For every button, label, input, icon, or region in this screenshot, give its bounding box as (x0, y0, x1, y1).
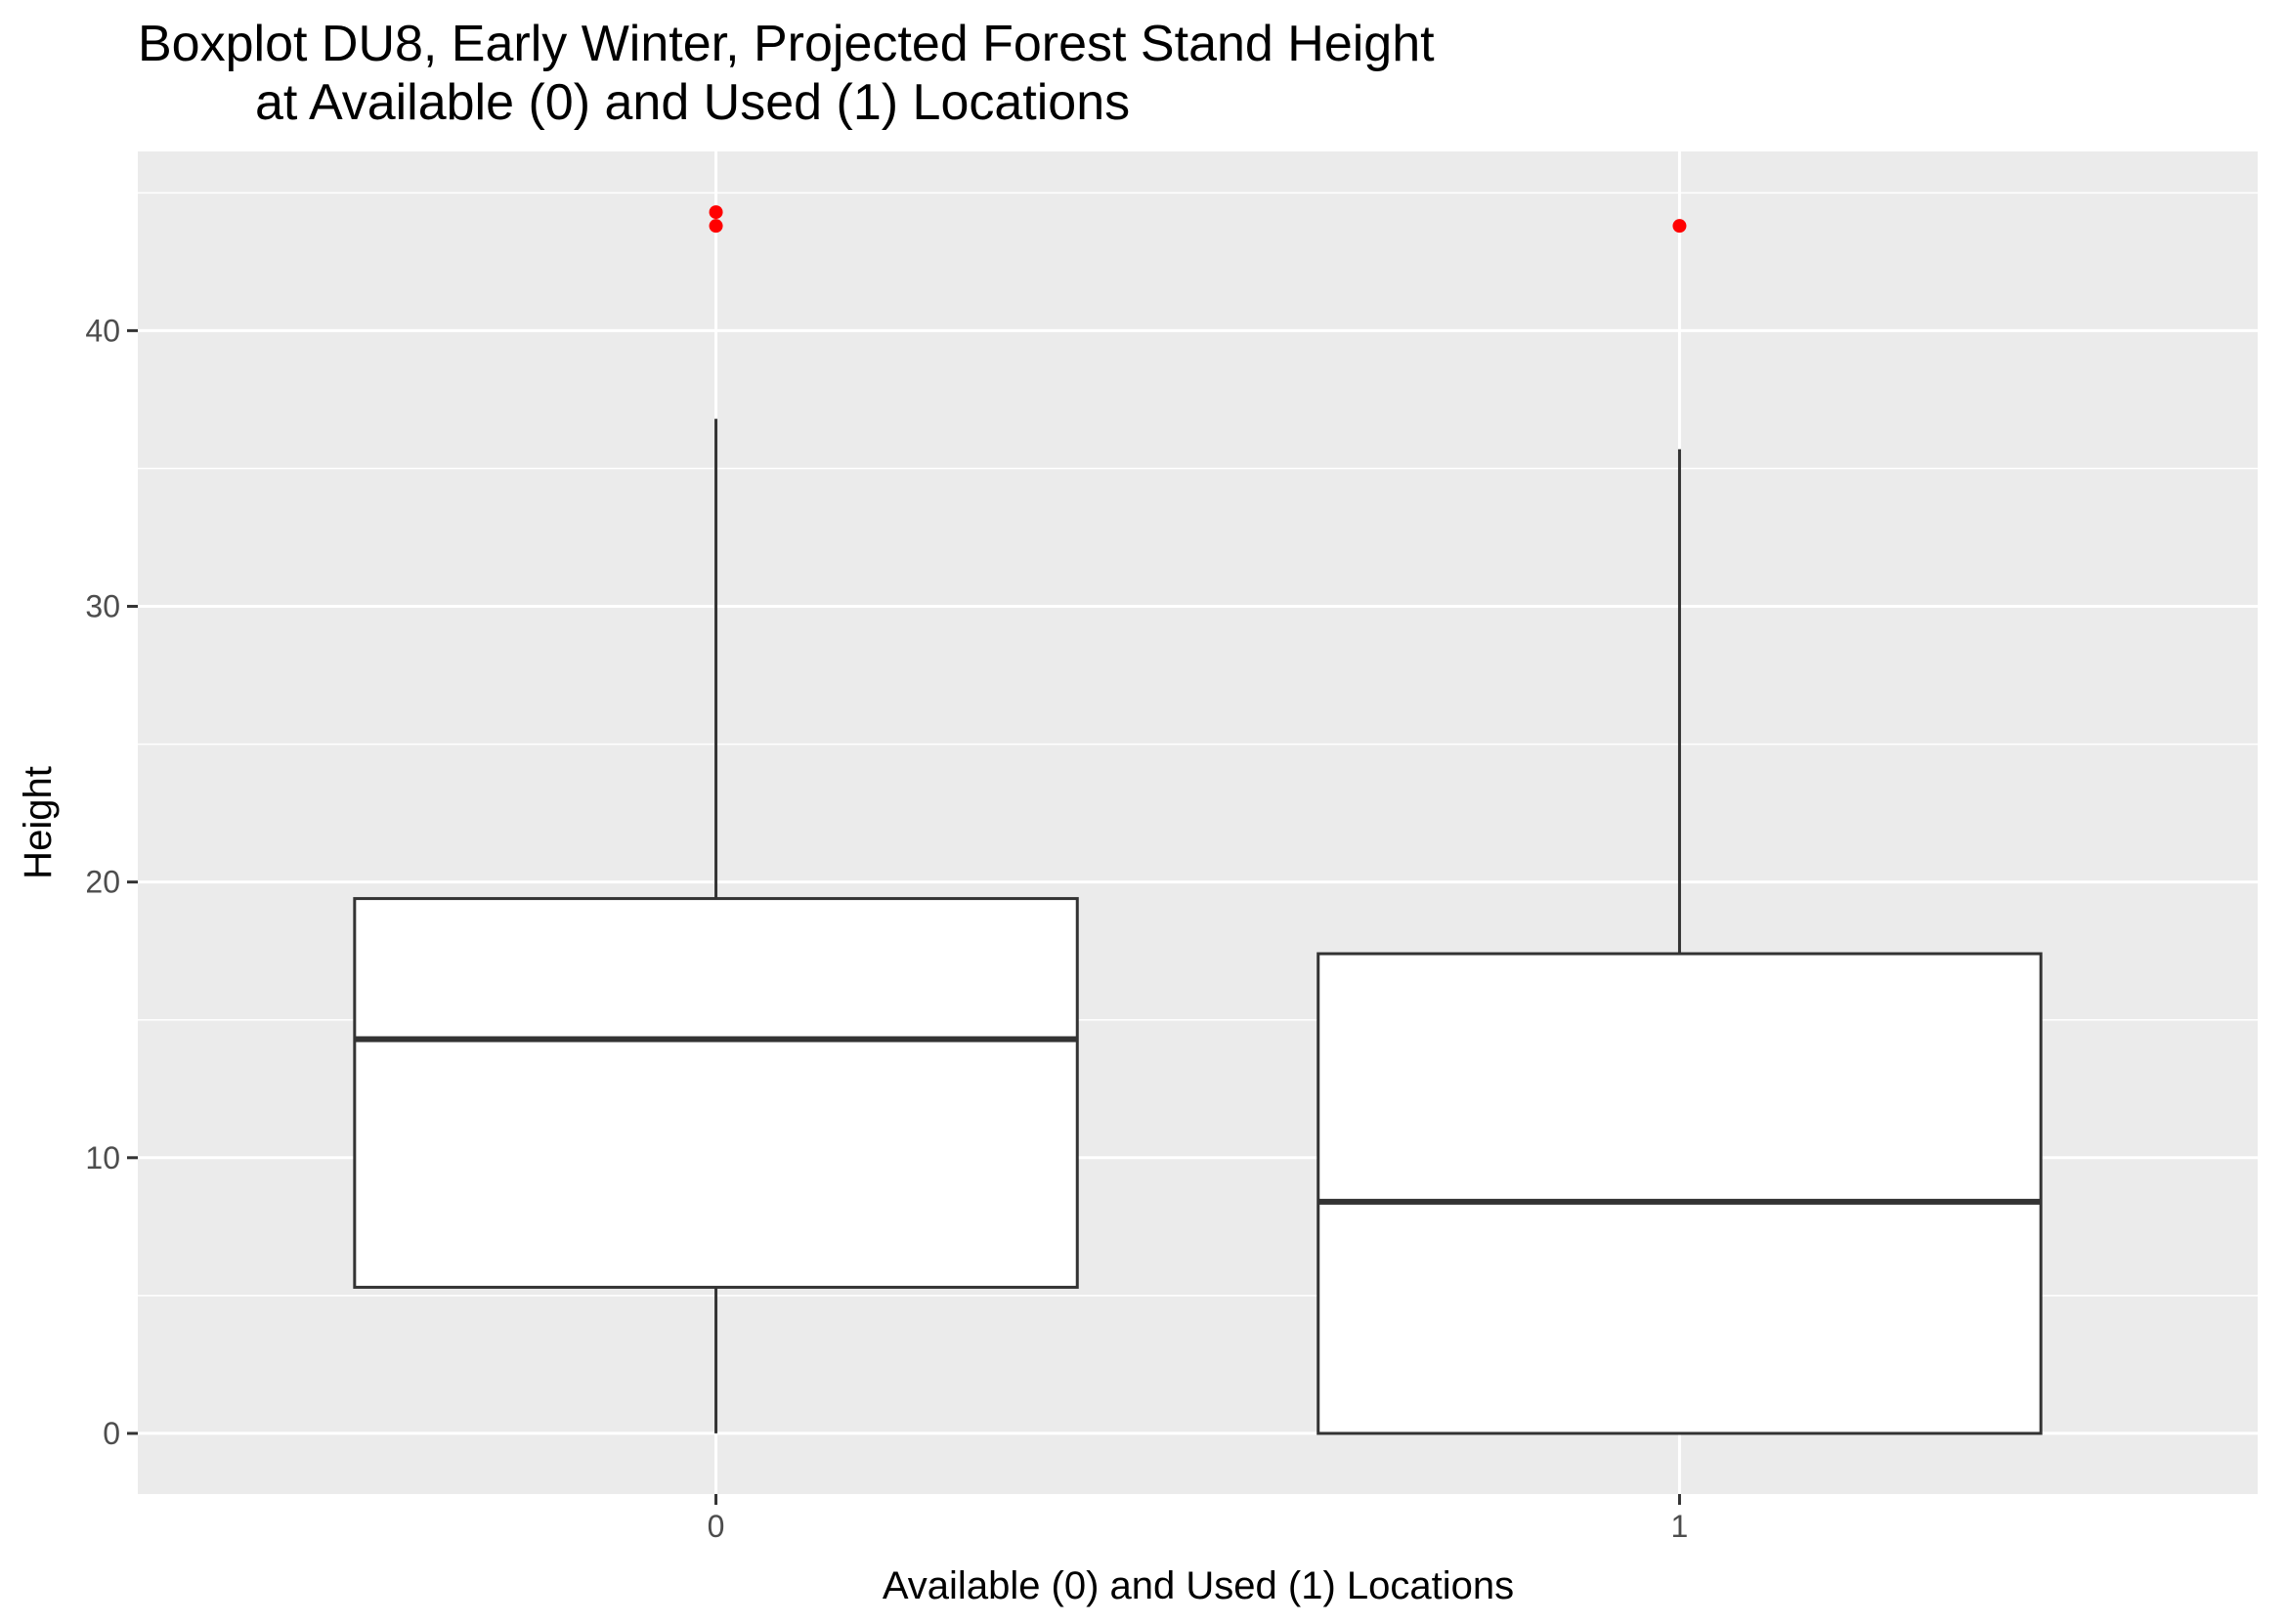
outlier-point (1672, 219, 1687, 234)
axes: 0 10 20 30 40 0 1 (85, 313, 1688, 1544)
chart-title: Boxplot DU8, Early Winter, Projected For… (138, 16, 1435, 72)
outlier-point (709, 205, 723, 220)
y-tick-label: 0 (103, 1416, 120, 1451)
x-tick-label: 1 (1671, 1509, 1689, 1544)
x-axis-title: Available (0) and Used (1) Locations (883, 1564, 1514, 1607)
outlier-point (709, 219, 723, 234)
y-axis-title: Height (17, 766, 60, 879)
iqr-box (353, 897, 1079, 1289)
chart-subtitle: at Available (0) and Used (1) Locations (255, 74, 1130, 131)
iqr-box (1316, 952, 2043, 1435)
y-tick-label: 20 (85, 865, 120, 900)
x-tick-label: 0 (708, 1509, 725, 1544)
boxes (353, 205, 2043, 1435)
y-tick-label: 10 (85, 1140, 120, 1175)
y-tick-label: 40 (85, 313, 120, 348)
y-tick-label: 30 (85, 589, 120, 624)
